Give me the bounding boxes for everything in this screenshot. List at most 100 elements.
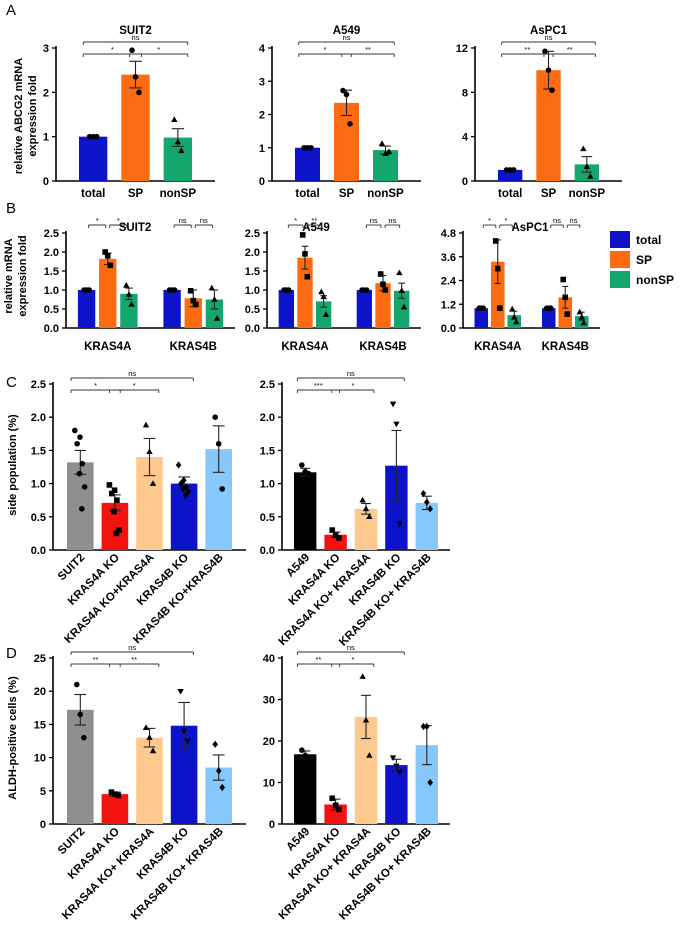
y-tick-label: 10 bbox=[34, 753, 46, 765]
y-tick-label: 20 bbox=[34, 686, 46, 698]
data-point bbox=[77, 711, 84, 718]
data-point bbox=[180, 728, 188, 735]
data-point bbox=[215, 767, 222, 775]
sig-label: * bbox=[157, 45, 160, 54]
y-tick-label: 4.8 bbox=[441, 228, 456, 240]
y-tick-label: 0.0 bbox=[260, 545, 275, 557]
data-point bbox=[545, 67, 552, 73]
y-tick-label: 1.0 bbox=[44, 285, 59, 297]
data-point bbox=[113, 530, 120, 537]
y-tick-label: 40 bbox=[263, 653, 275, 665]
chart-a-suit2: 0 1 2 3 SUIT2 total SP nonSP ns * * bbox=[43, 25, 215, 200]
legend-swatch-nonsp bbox=[610, 271, 630, 288]
data-point bbox=[174, 138, 182, 145]
sig-label: ns bbox=[128, 643, 136, 652]
data-point bbox=[116, 527, 123, 533]
chart-title: SUIT2 bbox=[119, 222, 152, 234]
data-point bbox=[79, 460, 86, 467]
y-tick-label: 3 bbox=[259, 76, 265, 88]
data-point bbox=[332, 532, 339, 539]
panel-label-b: B bbox=[6, 200, 16, 217]
data-point bbox=[362, 505, 370, 512]
y-tick-label: 12 bbox=[456, 43, 468, 55]
data-point bbox=[77, 434, 83, 440]
bar bbox=[474, 308, 489, 328]
data-point bbox=[547, 305, 554, 312]
data-point bbox=[193, 301, 199, 308]
data-point bbox=[496, 305, 503, 312]
data-point bbox=[146, 448, 153, 454]
data-point bbox=[363, 287, 370, 293]
data-point bbox=[171, 116, 178, 123]
bar bbox=[295, 147, 320, 181]
sig-label: * bbox=[351, 381, 354, 390]
data-point bbox=[396, 269, 403, 276]
data-point bbox=[182, 491, 189, 500]
sig-label: ns bbox=[200, 216, 208, 225]
data-point bbox=[74, 681, 80, 688]
data-point bbox=[136, 89, 142, 96]
data-point bbox=[480, 305, 487, 312]
sig-label: ns bbox=[545, 33, 553, 42]
chart-title: SUIT2 bbox=[119, 25, 152, 37]
y-tick-label: 1.2 bbox=[441, 299, 456, 311]
group-label: KRAS4B bbox=[170, 341, 217, 353]
data-point bbox=[396, 769, 403, 776]
y-tick-label: 0.5 bbox=[260, 512, 275, 524]
data-point bbox=[511, 313, 518, 320]
legend-label-sp: SP bbox=[636, 253, 652, 267]
category-label: SUIT2 bbox=[56, 552, 88, 584]
data-point bbox=[114, 497, 120, 503]
data-point bbox=[129, 47, 135, 54]
sig-label: ns bbox=[347, 369, 355, 378]
sig-label: ns bbox=[388, 216, 396, 225]
data-point bbox=[304, 273, 311, 280]
data-point bbox=[580, 145, 587, 152]
sig-label: ** bbox=[567, 45, 573, 54]
data-point bbox=[184, 738, 191, 745]
data-point bbox=[132, 74, 139, 80]
bar bbox=[67, 462, 94, 550]
sig-label: ns bbox=[347, 643, 355, 652]
sig-label: ns bbox=[553, 216, 561, 225]
category-label: SP bbox=[339, 188, 355, 200]
data-point bbox=[377, 271, 384, 277]
bar bbox=[356, 290, 372, 328]
sig-label: * bbox=[294, 216, 297, 225]
bar bbox=[278, 290, 294, 328]
data-point bbox=[424, 498, 430, 506]
data-point bbox=[177, 688, 184, 695]
data-point bbox=[86, 287, 92, 293]
panel-label-c: C bbox=[6, 374, 17, 391]
data-point bbox=[171, 287, 178, 293]
group-label: KRAS4B bbox=[542, 341, 589, 353]
data-point bbox=[111, 487, 118, 494]
data-point bbox=[336, 806, 342, 813]
y-tick-label: 2.5 bbox=[44, 228, 59, 240]
group-label: KRAS4A bbox=[84, 341, 131, 353]
data-point bbox=[396, 521, 403, 527]
data-point bbox=[322, 311, 330, 317]
data-point bbox=[578, 313, 585, 320]
data-point bbox=[81, 734, 87, 741]
sig-label: ** bbox=[524, 45, 530, 54]
y-tick-label: 4 bbox=[259, 43, 266, 55]
bar bbox=[316, 301, 332, 328]
data-point bbox=[400, 303, 408, 310]
bar bbox=[99, 258, 117, 328]
bar bbox=[385, 765, 408, 824]
group-label: KRAS4A bbox=[474, 341, 521, 353]
y-title-a-line1: relative ABCG2 mRNA bbox=[13, 58, 25, 174]
group-label: KRAS4A bbox=[281, 341, 328, 353]
y-tick-label: 0 bbox=[40, 819, 46, 831]
data-point bbox=[336, 535, 342, 541]
data-point bbox=[183, 483, 189, 491]
data-point bbox=[359, 496, 366, 503]
bar bbox=[394, 290, 410, 328]
bar bbox=[77, 290, 96, 328]
y-tick-label: 0 bbox=[269, 819, 275, 831]
data-point bbox=[427, 778, 433, 787]
data-point bbox=[576, 308, 583, 315]
